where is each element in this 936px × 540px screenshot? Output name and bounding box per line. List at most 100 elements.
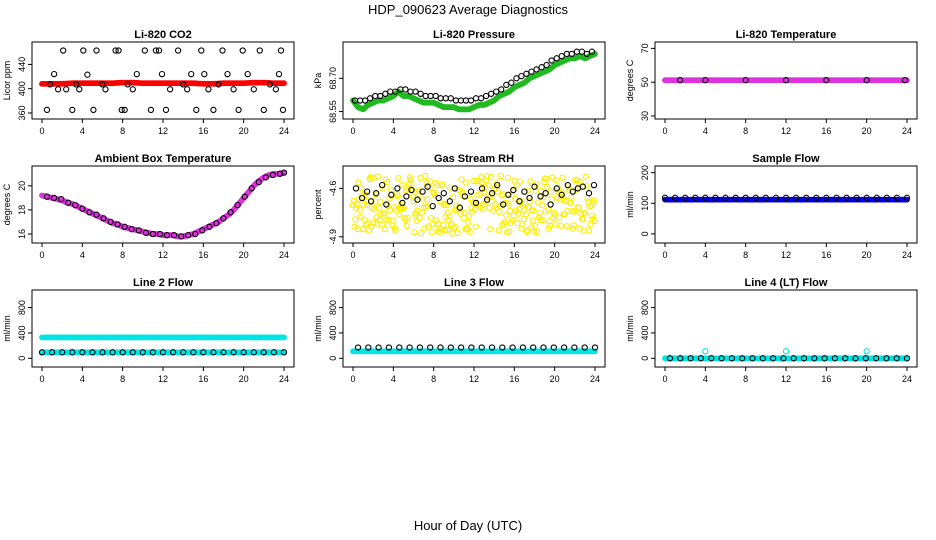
data-point: [180, 81, 187, 88]
series-1: [662, 196, 910, 203]
panel-1: Li-820 CO2 Licor ppm 360 400 440 0 4 8 12 16 20 24: [2, 29, 295, 136]
data-point: [527, 178, 534, 185]
data-point: [483, 196, 491, 203]
x-tick-label: 0: [350, 374, 355, 384]
data-point: [823, 77, 830, 84]
data-point: [76, 86, 83, 93]
data-point: [447, 95, 454, 102]
data-point: [534, 228, 541, 236]
data-point: [162, 106, 170, 114]
data-point: [676, 77, 684, 84]
data-point: [583, 50, 591, 58]
data-point: [478, 178, 486, 186]
data-point: [262, 174, 270, 181]
data-point: [210, 349, 217, 356]
y-tick-label: 16: [17, 229, 27, 239]
data-point: [200, 349, 207, 356]
data-point: [498, 86, 505, 93]
data-point: [516, 198, 523, 205]
data-point: [546, 218, 553, 225]
y-tick-label: 20: [17, 181, 27, 191]
data-point: [248, 185, 255, 192]
data-point: [853, 194, 860, 201]
x-tick-label: 12: [158, 126, 168, 136]
y-axis-label: percent: [313, 189, 323, 220]
data-point: [364, 202, 371, 209]
data-point: [515, 210, 522, 217]
data-point: [440, 201, 448, 208]
data-point: [782, 77, 790, 84]
data-point: [587, 221, 594, 228]
data-point: [457, 344, 465, 351]
data-point: [790, 355, 797, 362]
x-tick-label: 0: [39, 126, 44, 136]
data-point: [428, 228, 436, 236]
y-tick-label: 70: [640, 43, 650, 53]
data-point: [500, 201, 507, 208]
data-point: [560, 344, 568, 351]
data-point: [497, 172, 505, 180]
data-point: [540, 344, 547, 351]
data-point: [559, 174, 566, 181]
x-tick-label: 0: [350, 126, 355, 136]
panel-5: Gas Stream RH percent -4.9 -4.6 0 4 8 12 16 20 24: [313, 153, 606, 260]
data-point: [192, 230, 199, 238]
data-point: [155, 47, 163, 54]
y-tick-label: 0: [640, 231, 650, 236]
data-point: [407, 88, 414, 95]
data-point: [437, 95, 444, 102]
data-point: [135, 227, 142, 234]
data-point: [38, 349, 46, 356]
data-point: [529, 217, 536, 224]
data-point: [449, 194, 457, 201]
x-tick-label: 0: [662, 126, 667, 136]
data-point: [558, 189, 565, 196]
data-point: [883, 355, 890, 362]
data-point: [387, 88, 394, 95]
data-point: [437, 344, 444, 351]
data-point: [272, 86, 280, 93]
data-point: [219, 47, 226, 54]
data-point: [79, 349, 86, 356]
data-point: [762, 194, 769, 201]
data-point: [581, 344, 588, 351]
data-point: [523, 70, 530, 77]
data-point: [547, 222, 554, 229]
data-point: [579, 216, 587, 223]
data-point: [124, 81, 131, 88]
data-point: [399, 181, 406, 188]
data-point: [396, 344, 403, 351]
data-point: [50, 70, 58, 78]
data-point: [449, 230, 456, 237]
data-point: [43, 193, 51, 200]
data-point: [862, 355, 869, 362]
data-point: [526, 198, 533, 205]
panel-title: Line 2 Flow: [133, 277, 193, 289]
data-point: [408, 186, 415, 194]
data-point: [256, 47, 263, 54]
x-tick-label: 0: [350, 250, 355, 260]
x-tick-label: 24: [279, 374, 289, 384]
data-point: [432, 92, 439, 100]
x-tick-label: 24: [279, 250, 289, 260]
data-point: [129, 86, 136, 93]
data-point: [803, 194, 810, 201]
data-point: [356, 97, 364, 104]
y-tick-label: 100: [640, 196, 650, 211]
data-point: [205, 86, 212, 93]
data-point: [893, 194, 901, 201]
data-point: [568, 50, 575, 58]
data-point: [54, 86, 62, 93]
x-tick-label: 12: [781, 126, 791, 136]
data-point: [387, 186, 395, 193]
data-point: [543, 61, 550, 69]
data-point: [782, 348, 790, 355]
y-tick-label: 800: [17, 300, 27, 315]
data-point: [149, 230, 157, 238]
data-point: [424, 183, 431, 190]
data-point: [732, 194, 739, 201]
data-point: [277, 47, 285, 54]
panel-6: Sample Flow ml/min 0 100 200 0 4 8 12 16 20 24: [625, 153, 918, 260]
data-point: [185, 232, 192, 239]
